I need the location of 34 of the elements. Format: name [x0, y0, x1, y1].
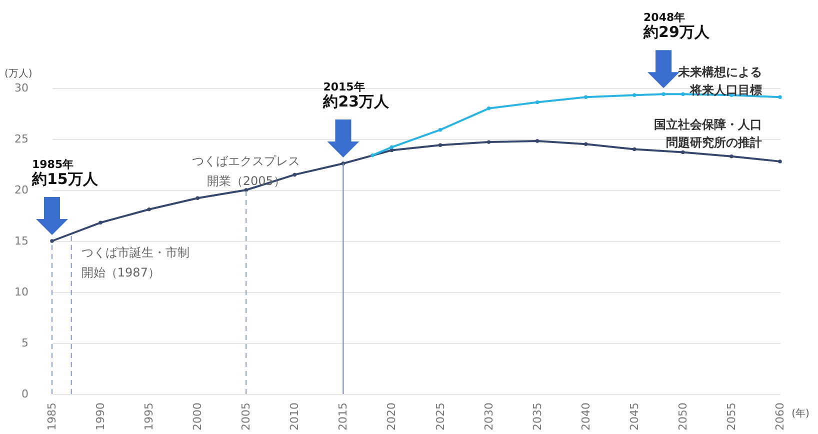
x-axis-title: (年)	[792, 408, 810, 420]
x-tick-label: 2030	[482, 402, 496, 430]
x-tick-label: 2015	[336, 402, 350, 430]
x-tick-label: 2045	[628, 402, 641, 430]
y-tick-label: 0	[22, 388, 28, 400]
x-tick-label: 2055	[724, 402, 738, 430]
annotation: 1985年	[32, 158, 74, 171]
x-tick-label: 2000	[191, 402, 204, 430]
y-tick-label: 30	[14, 82, 28, 94]
ref-line-label: つくば市誕生・市制開始（1987）	[81, 246, 190, 280]
annotation: 2015年	[323, 80, 365, 94]
x-tick-label: 2035	[530, 402, 544, 430]
y-tick-label: 15	[14, 234, 28, 248]
series-label: 国立社会保障・人口問題研究所の推計	[654, 117, 762, 150]
x-tick-label: 2010	[288, 402, 302, 430]
text: 2048年	[644, 11, 686, 24]
x-tick-label: 2050	[676, 402, 690, 430]
x-tick-label: 2020	[385, 402, 398, 430]
x-tick-label: 2025	[434, 402, 447, 430]
text: 約29万人	[642, 23, 710, 42]
y-axis-title: (万人)	[4, 68, 32, 80]
y-tick-label: 5	[22, 336, 28, 350]
y-tick-label: 10	[14, 286, 28, 298]
x-tick-label: 1985	[46, 402, 58, 430]
x-tick-label: 2060	[774, 402, 786, 430]
annotation: 約23万人	[322, 92, 390, 110]
series-label: 未来構想による将来人口目標	[677, 65, 762, 98]
y-tick-label: 20	[14, 184, 28, 196]
annotation: 約15万人	[31, 170, 99, 188]
x-tick-label: 1995	[142, 402, 156, 430]
x-tick-label: 1990	[94, 402, 108, 430]
x-tick-label: 2040	[579, 402, 592, 430]
y-tick-label: 25	[14, 132, 28, 146]
x-tick-label: 2005	[240, 402, 253, 430]
